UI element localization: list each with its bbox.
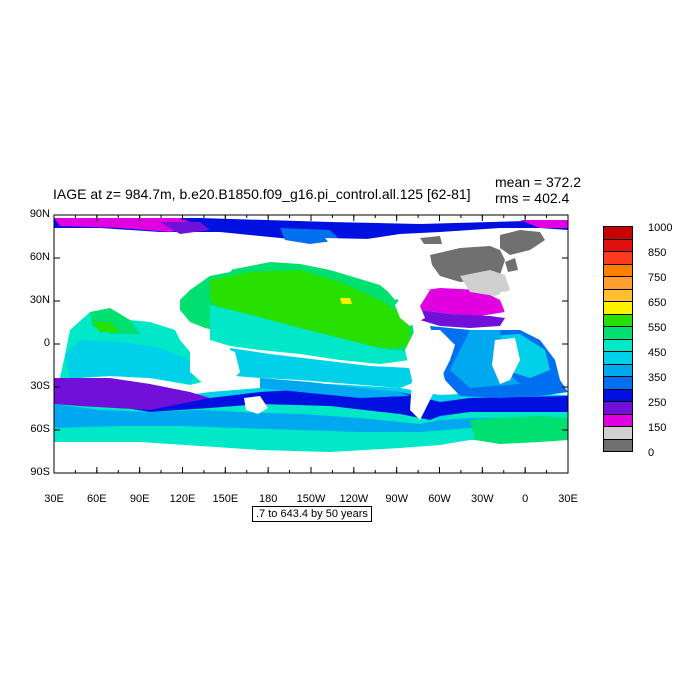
x-tick-label: 120E: [169, 493, 196, 505]
x-tick-label: 120W: [339, 493, 369, 505]
y-tick-label: 30S: [30, 380, 50, 392]
rms-stat: rms = 402.4: [495, 190, 570, 206]
colorbar-label: 1000: [648, 222, 673, 234]
colorbar-label: 650: [648, 297, 667, 309]
colorbar-cell: [603, 226, 633, 240]
colorbar-cell: [603, 363, 633, 377]
colorbar-cell: [603, 376, 633, 390]
colorbar-cell: [603, 251, 633, 265]
colorbar-label: 250: [648, 397, 667, 409]
colorbar-cell: [603, 301, 633, 315]
x-tick-label: 150E: [212, 493, 239, 505]
y-tick-label: 60N: [29, 251, 50, 263]
x-tick-label: 30E: [558, 493, 578, 505]
colorbar-label: 150: [648, 422, 667, 434]
y-tick-label: 90S: [30, 466, 50, 478]
map-field: [54, 215, 568, 473]
colorbar-cell: [603, 413, 633, 427]
y-tick-label: 30N: [29, 294, 50, 306]
x-tick-label: 150W: [296, 493, 326, 505]
colorbar-cell: [603, 438, 633, 452]
colorbar-cell: [603, 401, 633, 415]
colorbar-label: 450: [648, 347, 667, 359]
x-tick-label: 90W: [385, 493, 408, 505]
colorbar-cell: [603, 238, 633, 252]
colorbar-label: 350: [648, 372, 667, 384]
colorbar-cell: [603, 426, 633, 440]
x-tick-label: 30E: [44, 493, 64, 505]
colorbar-cell: [603, 338, 633, 352]
x-tick-label: 180: [258, 493, 278, 505]
colorbar-label: 850: [648, 247, 667, 259]
colorbar-cell: [603, 263, 633, 277]
colorbar-cell: [603, 326, 633, 340]
contour-range-label: .7 to 643.4 by 50 years: [252, 506, 372, 522]
x-tick-label: 60E: [87, 493, 107, 505]
colorbar-label: 750: [648, 272, 667, 284]
map-title: IAGE at z= 984.7m, b.e20.B1850.f09_g16.p…: [53, 186, 471, 202]
x-tick-label: 60W: [428, 493, 451, 505]
colorbar-cell: [603, 276, 633, 290]
colorbar-label: 550: [648, 322, 667, 334]
y-tick-label: 90N: [29, 208, 50, 220]
x-tick-label: 30W: [471, 493, 494, 505]
colorbar: [603, 226, 633, 452]
y-tick-label: 60S: [30, 423, 50, 435]
colorbar-cell: [603, 288, 633, 302]
colorbar-label: 0: [648, 447, 655, 459]
x-tick-label: 90E: [129, 493, 150, 505]
colorbar-cell: [603, 313, 633, 327]
x-tick-label: 0: [522, 493, 529, 505]
colorbar-cell: [603, 351, 633, 365]
colorbar-cell: [603, 388, 633, 402]
y-tick-label: 0: [43, 337, 50, 349]
axis-ticks: [53, 214, 569, 474]
mean-stat: mean = 372.2: [495, 174, 582, 190]
